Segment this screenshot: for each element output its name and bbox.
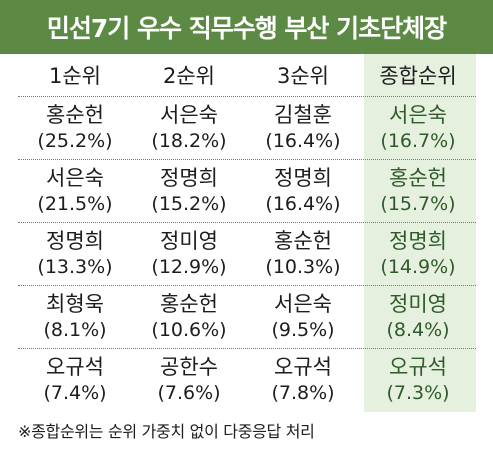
row-divider xyxy=(18,96,476,97)
cell-rank-1: 최형욱 (8.1%) xyxy=(18,285,132,348)
candidate-name: 정미영 xyxy=(389,291,447,316)
row-divider xyxy=(18,159,476,160)
percentage-label: (15.7%) xyxy=(380,192,456,215)
candidate-name: 홍순헌 xyxy=(46,102,104,127)
table-title: 민선7기 우수 직무수행 부산 기초단체장 xyxy=(0,0,493,54)
total-rank-column-highlight xyxy=(364,54,476,412)
candidate-name: 오규석 xyxy=(389,354,447,379)
candidate-name: 서은숙 xyxy=(389,102,447,127)
percentage-label: (9.5%) xyxy=(271,318,335,341)
percentage-label: (7.8%) xyxy=(271,381,335,404)
cell-total-rank: 정미영 (8.4%) xyxy=(360,285,476,348)
table-header-row: 1순위 2순위 3순위 종합순위 xyxy=(18,54,476,96)
percentage-label: (12.9%) xyxy=(151,255,227,278)
cell-rank-1: 정명희 (13.3%) xyxy=(18,222,132,285)
candidate-name: 김철훈 xyxy=(274,102,332,127)
candidate-name: 정명희 xyxy=(274,165,332,190)
footnote: ※종합순위는 순위 가중치 없이 다중응답 처리 xyxy=(18,422,315,441)
percentage-label: (8.1%) xyxy=(43,318,107,341)
candidate-name: 공한수 xyxy=(160,354,218,379)
percentage-label: (16.4%) xyxy=(265,129,341,152)
percentage-label: (10.6%) xyxy=(151,318,227,341)
percentage-label: (21.5%) xyxy=(37,192,113,215)
cell-rank-1: 오규석 (7.4%) xyxy=(18,348,132,411)
candidate-name: 오규석 xyxy=(46,354,104,379)
candidate-name: 홍순헌 xyxy=(160,291,218,316)
cell-rank-3: 홍순헌 (10.3%) xyxy=(246,222,360,285)
candidate-name: 정명희 xyxy=(389,228,447,253)
ranking-table: 1순위 2순위 3순위 종합순위 홍순헌 (25.2%) 서은숙 (18.2%) 김철훈… xyxy=(18,54,476,412)
cell-total-rank: 정명희 (14.9%) xyxy=(360,222,476,285)
percentage-label: (15.2%) xyxy=(151,192,227,215)
percentage-label: (25.2%) xyxy=(37,129,113,152)
cell-rank-2: 정명희 (15.2%) xyxy=(132,159,246,222)
cell-rank-3: 김철훈 (16.4%) xyxy=(246,96,360,159)
percentage-label: (16.7%) xyxy=(380,129,456,152)
cell-rank-1: 홍순헌 (25.2%) xyxy=(18,96,132,159)
candidate-name: 홍순헌 xyxy=(274,228,332,253)
percentage-label: (10.3%) xyxy=(265,255,341,278)
cell-rank-3: 서은숙 (9.5%) xyxy=(246,285,360,348)
percentage-label: (16.4%) xyxy=(265,192,341,215)
cell-rank-3: 정명희 (16.4%) xyxy=(246,159,360,222)
cell-total-rank: 홍순헌 (15.7%) xyxy=(360,159,476,222)
table-row: 오규석 (7.4%) 공한수 (7.6%) 오규석 (7.8%) 오규석 (7.3%) xyxy=(18,348,476,411)
table-row: 최형욱 (8.1%) 홍순헌 (10.6%) 서은숙 (9.5%) 정미영 (8.4%) xyxy=(18,285,476,348)
header-total-rank: 종합순위 xyxy=(379,64,457,88)
cell-rank-2: 홍순헌 (10.6%) xyxy=(132,285,246,348)
header-rank-3: 3순위 xyxy=(276,64,329,88)
candidate-name: 홍순헌 xyxy=(389,165,447,190)
cell-total-rank: 오규석 (7.3%) xyxy=(360,348,476,411)
row-divider xyxy=(18,348,476,349)
candidate-name: 정명희 xyxy=(160,165,218,190)
percentage-label: (7.6%) xyxy=(157,381,221,404)
cell-rank-2: 정미영 (12.9%) xyxy=(132,222,246,285)
cell-total-rank: 서은숙 (16.7%) xyxy=(360,96,476,159)
percentage-label: (7.3%) xyxy=(386,381,450,404)
cell-rank-1: 서은숙 (21.5%) xyxy=(18,159,132,222)
cell-rank-2: 공한수 (7.6%) xyxy=(132,348,246,411)
candidate-name: 정명희 xyxy=(46,228,104,253)
cell-rank-3: 오규석 (7.8%) xyxy=(246,348,360,411)
header-rank-2: 2순위 xyxy=(162,64,215,88)
percentage-label: (14.9%) xyxy=(380,255,456,278)
candidate-name: 정미영 xyxy=(160,228,218,253)
percentage-label: (8.4%) xyxy=(386,318,450,341)
candidate-name: 최형욱 xyxy=(46,291,104,316)
table-row: 정명희 (13.3%) 정미영 (12.9%) 홍순헌 (10.3%) 정명희 (14.9%) xyxy=(18,222,476,285)
row-divider xyxy=(18,285,476,286)
row-divider xyxy=(18,222,476,223)
candidate-name: 오규석 xyxy=(274,354,332,379)
candidate-name: 서은숙 xyxy=(274,291,332,316)
cell-rank-2: 서은숙 (18.2%) xyxy=(132,96,246,159)
table-row: 홍순헌 (25.2%) 서은숙 (18.2%) 김철훈 (16.4%) 서은숙 (16.7%) xyxy=(18,96,476,159)
header-rank-1: 1순위 xyxy=(48,64,101,88)
percentage-label: (13.3%) xyxy=(37,255,113,278)
percentage-label: (7.4%) xyxy=(43,381,107,404)
candidate-name: 서은숙 xyxy=(160,102,218,127)
table-row: 서은숙 (21.5%) 정명희 (15.2%) 정명희 (16.4%) 홍순헌 (15.7%) xyxy=(18,159,476,222)
percentage-label: (18.2%) xyxy=(151,129,227,152)
candidate-name: 서은숙 xyxy=(46,165,104,190)
